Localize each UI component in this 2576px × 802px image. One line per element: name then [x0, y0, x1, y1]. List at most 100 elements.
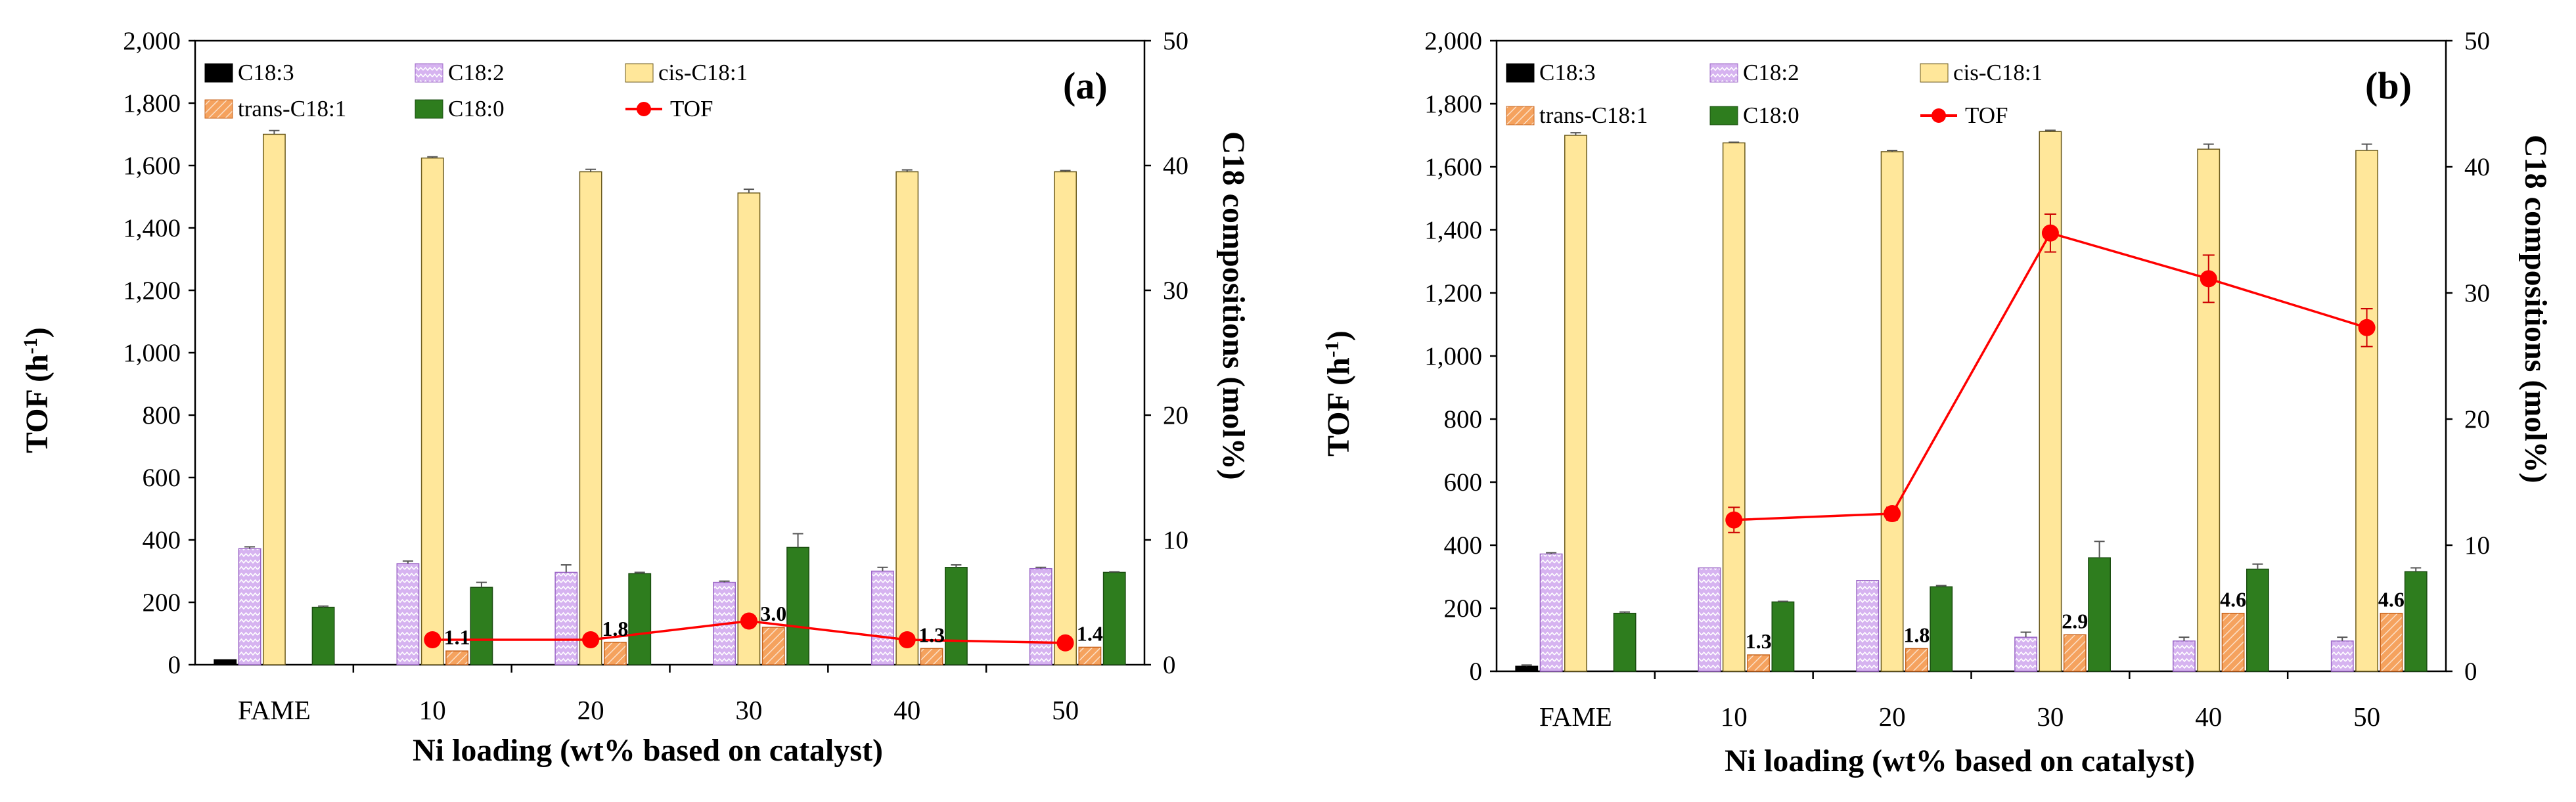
legend-label-trans-c18-1: trans-C18:1: [238, 96, 346, 122]
bar-cis-c18-1-20: [579, 171, 602, 665]
bar-c18-2-50: [2330, 640, 2354, 672]
bar-c18-2-20: [554, 571, 578, 665]
legend-swatch-c18-0: [415, 99, 443, 119]
right-axis-ticks: 0 10 20 30 40 50: [2446, 27, 2490, 686]
tof-line: [1725, 213, 2376, 533]
left-tick-label: 400: [143, 526, 181, 554]
data-label-trans: 4.6: [2378, 588, 2405, 612]
bar-c18-2-40: [871, 570, 894, 665]
bar-trans-c18-1-20: [1905, 648, 1928, 672]
left-tick-label: 2,000: [123, 27, 181, 55]
panel-label: (a): [1063, 64, 1108, 107]
tof-point-30: [2041, 224, 2059, 242]
legend-swatch-trans-c18-1: [1506, 106, 1535, 125]
plot-frame: [1495, 39, 2447, 673]
bar-cis-c18-1-10: [420, 157, 444, 665]
right-tick-label: 50: [1163, 27, 1188, 55]
legend-marker-tof: [637, 102, 651, 116]
legend-swatch-c18-2: [415, 63, 443, 83]
bar-c18-3-fame: [1515, 665, 1539, 672]
right-tick-label: 40: [1163, 152, 1188, 180]
tof-point-30: [740, 612, 757, 630]
bar-trans-c18-1-40: [2221, 612, 2245, 672]
legend-swatch-c18-2: [1709, 63, 1738, 83]
bar-c18-2-50: [1029, 568, 1052, 665]
plot-frame: [194, 39, 1146, 666]
data-labels: 1.3 1.8 2.9 4.6 4.6: [1746, 588, 2405, 653]
bar-cis-c18-1-20: [1880, 151, 1904, 672]
bars: [1515, 131, 2428, 672]
left-tick-label: 200: [143, 589, 181, 617]
left-tick-label: 600: [143, 464, 181, 492]
legend-swatch-c18-3: [1506, 63, 1535, 83]
data-label-trans: 4.6: [2220, 588, 2246, 612]
legend-swatch-c18-3: [204, 63, 233, 83]
legend-swatch-trans-c18-1: [204, 99, 233, 119]
right-tick-label: 30: [1163, 277, 1188, 305]
legend-label-c18-0: C18:0: [448, 96, 505, 122]
bar-cis-c18-1-50: [1054, 171, 1077, 665]
left-axis-ticks: 0 200 400 600 800 1,000 1,200 1,400 1,600 1,800 2,…: [123, 27, 195, 679]
bar-cis-c18-1-fame: [263, 133, 286, 665]
legend-label-c18-3: C18:3: [238, 60, 294, 85]
bar-cis-c18-1-30: [737, 192, 761, 665]
left-tick-label: 600: [1444, 468, 1483, 497]
bar-c18-0-30: [2088, 557, 2111, 672]
right-tick-label: 30: [2464, 279, 2490, 307]
right-tick-label: 0: [2464, 657, 2477, 686]
y-axis-right-label: C18 compositions (mol%): [2518, 135, 2553, 483]
y-axis-right-label: C18 compositions (mol%): [1216, 131, 1251, 480]
bar-c18-0-fame: [1613, 612, 1637, 672]
x-axis-label: Ni loading (wt% based on catalyst): [1725, 744, 2195, 778]
legend-label-cis-c18-1: cis-C18:1: [1953, 60, 2043, 85]
bar-c18-2-40: [2173, 640, 2196, 672]
left-tick-label: 1,400: [1424, 216, 1482, 244]
bar-cis-c18-1-50: [2355, 150, 2378, 672]
bar-trans-c18-1-50: [1078, 646, 1102, 665]
legend: C18:3 C18:2 cis-C18:1 trans-C18:1 C18:0 …: [204, 60, 748, 122]
category-label: FAME: [238, 695, 311, 725]
panel-label: (b): [2365, 64, 2412, 107]
x-axis-label: Ni loading (wt% based on catalyst): [413, 733, 883, 768]
bar-trans-c18-1-40: [920, 648, 943, 665]
data-label-trans: 1.8: [1903, 623, 1930, 646]
legend-label-c18-2: C18:2: [1743, 60, 1799, 85]
bar-trans-c18-1-50: [2380, 612, 2403, 672]
left-tick-label: 1,800: [123, 89, 181, 118]
data-label-trans: 1.3: [1746, 629, 1772, 653]
data-label-trans: 1.1: [444, 625, 470, 649]
tof-point-50: [2358, 319, 2376, 336]
y-axis-left-label: TOF (h-1): [20, 327, 55, 453]
category-label: 40: [2195, 702, 2222, 732]
tof-point-20: [1884, 505, 1901, 522]
legend-label-trans-c18-1: trans-C18:1: [1539, 102, 1648, 128]
category-label: 20: [1879, 702, 1906, 732]
bar-trans-c18-1-30: [761, 627, 785, 665]
category-label: FAME: [1539, 702, 1612, 732]
bar-c18-2-10: [1698, 567, 1721, 672]
legend-label-c18-0: C18:0: [1743, 102, 1799, 128]
bars: [214, 133, 1126, 665]
left-tick-label: 1,400: [123, 214, 181, 242]
legend-label-tof: TOF: [1965, 102, 2008, 128]
bar-cis-c18-1-10: [1722, 142, 1746, 672]
bar-cis-c18-1-40: [895, 171, 919, 665]
legend-swatch-c18-0: [1709, 106, 1738, 125]
right-tick-label: 20: [1163, 401, 1188, 430]
bar-c18-0-40: [944, 567, 968, 665]
left-tick-label: 1,600: [123, 152, 181, 180]
right-tick-label: 50: [2464, 27, 2490, 55]
bar-c18-0-10: [470, 587, 493, 665]
category-labels: FAME 10 20 30 40 50: [1539, 671, 2380, 732]
bar-trans-c18-1-10: [1747, 654, 1770, 672]
bar-c18-0-30: [786, 546, 809, 665]
legend-marker-tof: [1932, 108, 1946, 123]
left-tick-label: 800: [1444, 405, 1483, 434]
tof-point-20: [582, 631, 600, 648]
y-axis-left-label: TOF (h-1): [1321, 330, 1357, 457]
bar-c18-2-30: [2014, 636, 2038, 672]
bar-c18-0-20: [628, 573, 652, 665]
tof-line: [424, 612, 1074, 652]
bar-c18-2-fame: [1539, 553, 1563, 672]
left-tick-label: 400: [1444, 531, 1483, 560]
